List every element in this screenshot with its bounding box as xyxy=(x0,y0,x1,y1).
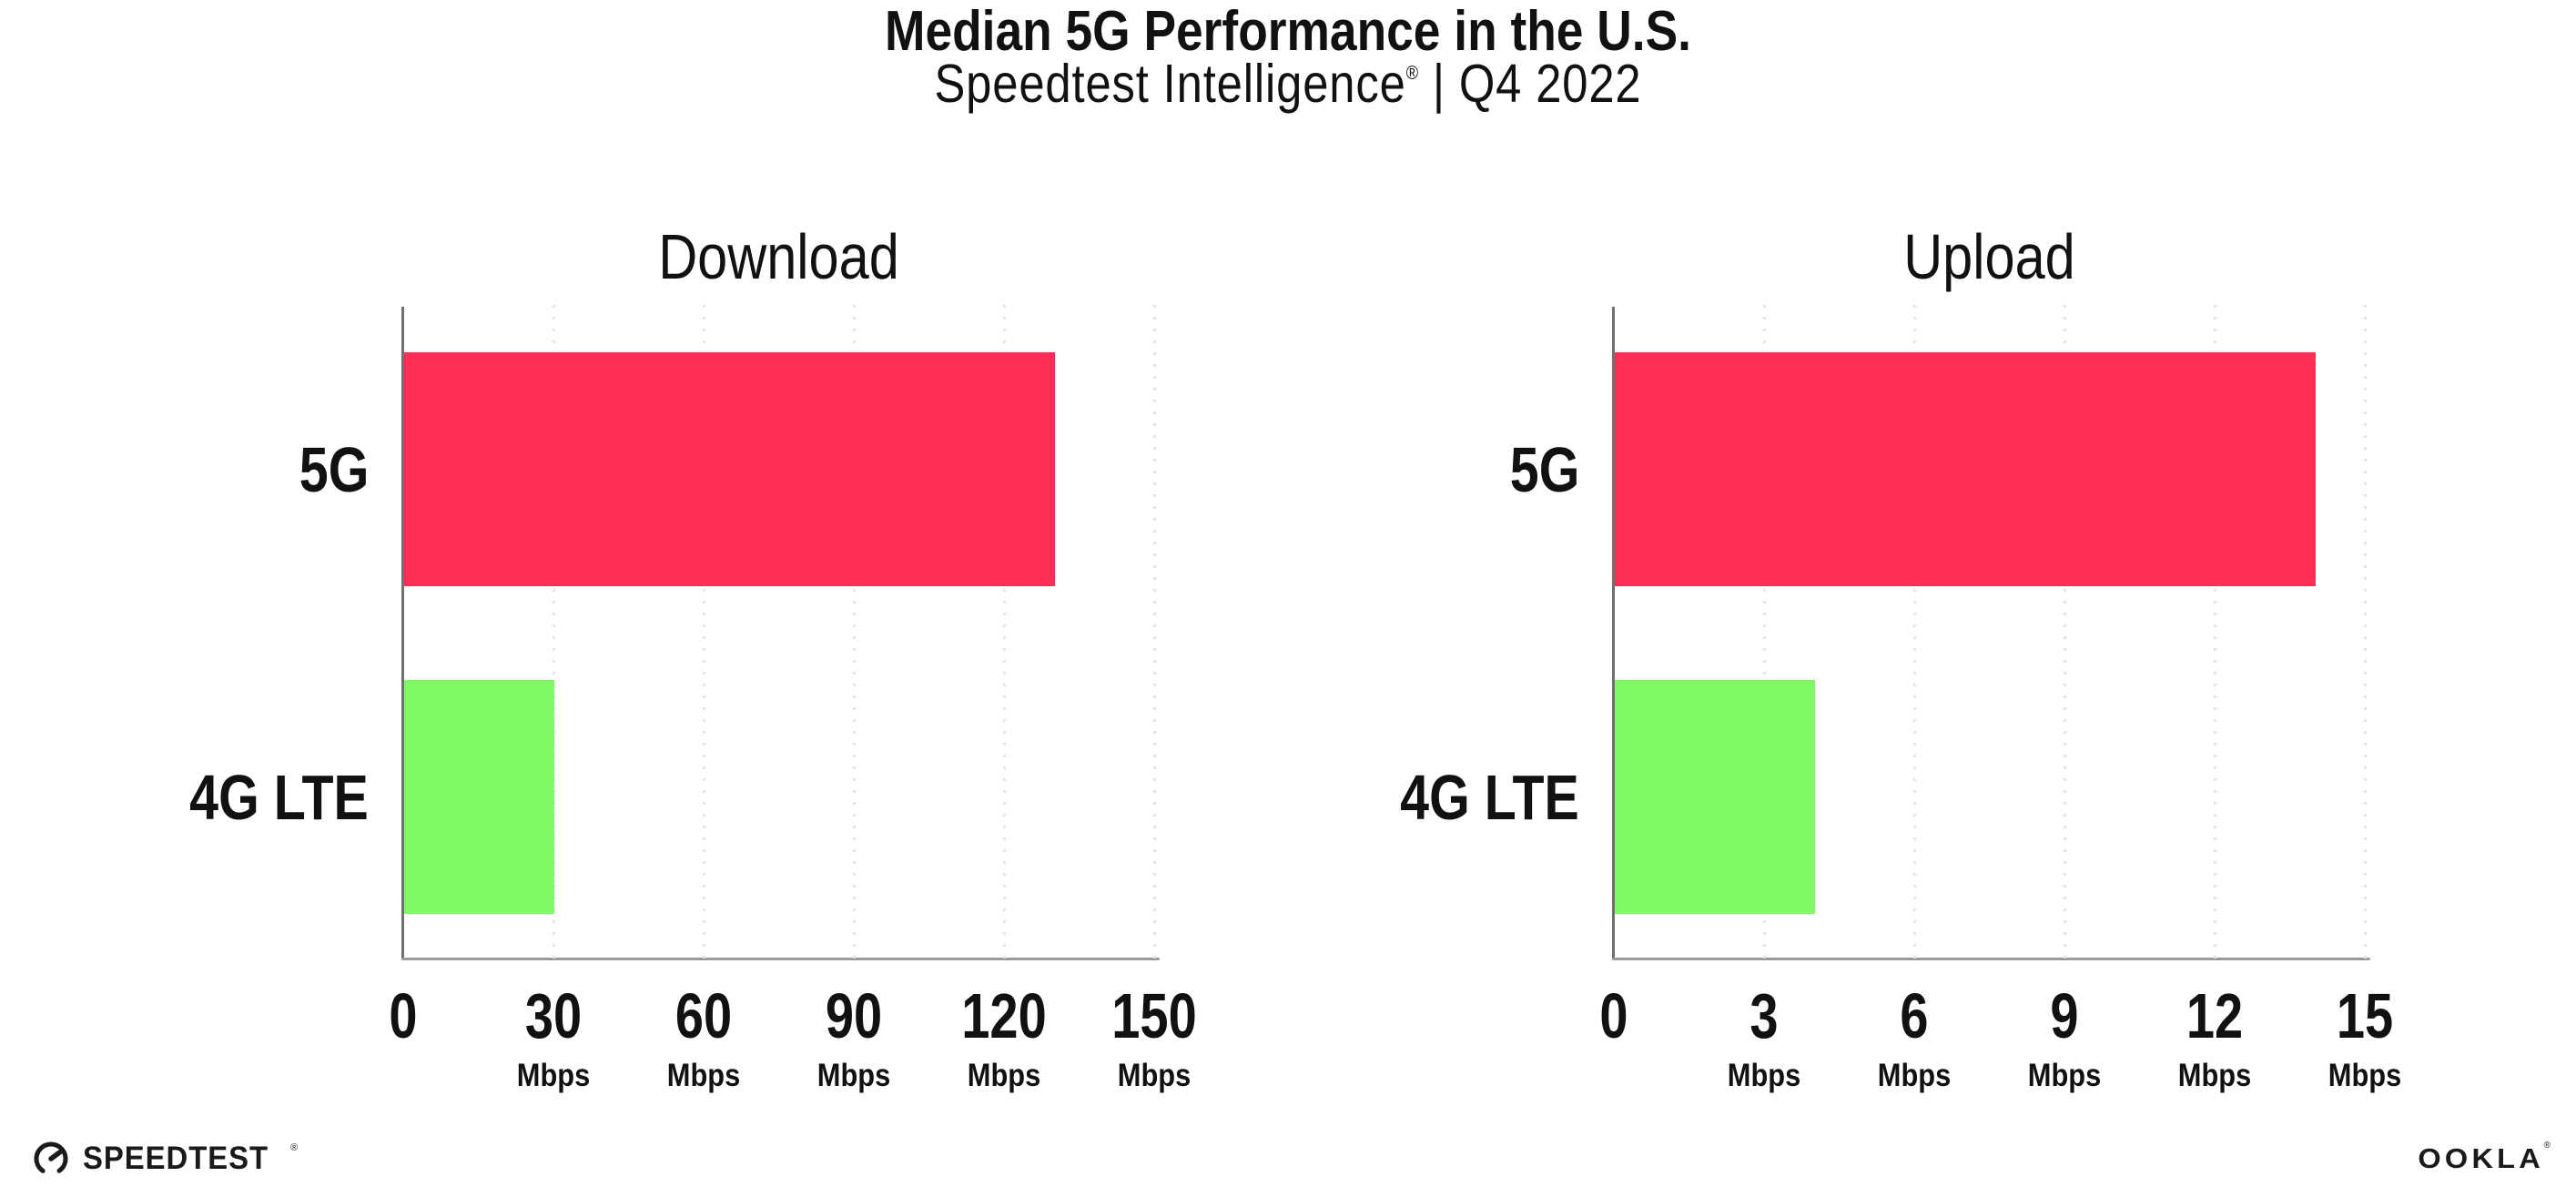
x-tick-value: 0 xyxy=(1599,980,1628,1051)
ookla-logo: OOKLA ® xyxy=(2418,1141,2551,1175)
x-tick-unit: Mbps xyxy=(516,1058,591,1093)
subtitle-period: | Q4 2022 xyxy=(1418,54,1642,114)
x-tick-unit: Mbps xyxy=(967,1058,1041,1093)
x-axis-line xyxy=(401,958,1160,960)
x-tick-unit: Mbps xyxy=(1117,1058,1192,1093)
gridline xyxy=(1763,305,1766,959)
bar-5g xyxy=(404,352,1055,586)
x-tick-150: 150 Mbps xyxy=(1036,984,1273,1091)
gridline xyxy=(2064,305,2066,959)
x-tick-value: 6 xyxy=(1900,980,1929,1051)
gridline xyxy=(1153,305,1156,959)
gridline xyxy=(853,305,856,959)
x-tick-value: 0 xyxy=(389,980,418,1051)
speedtest-wordmark: SPEEDTEST xyxy=(83,1141,269,1176)
gridline xyxy=(703,305,705,959)
x-tick-value: 9 xyxy=(2050,980,2079,1051)
upload-chart-title: Upload xyxy=(1903,221,2075,292)
x-tick-90: 90 Mbps xyxy=(735,984,972,1091)
x-axis-ticks: 0 30 Mbps 60 Mbps 90 Mbps 120 Mbps 150 Mbps xyxy=(389,959,1196,1113)
bar-5g xyxy=(1615,352,2316,586)
gridline xyxy=(1003,305,1006,959)
x-tick-120: 120 Mbps xyxy=(886,984,1122,1091)
category-label-4g-lte: 4G LTE xyxy=(1400,761,1579,833)
bar-4g-lte xyxy=(1615,680,1815,914)
download-chart: Download 0 30 Mbps 60 Mbps 90 Mbps 120 Mbps 150 Mb… xyxy=(189,221,1196,1091)
download-chart-title: Download xyxy=(658,221,899,292)
gridline xyxy=(1913,305,1916,959)
speedtest-registered-mark: ® xyxy=(290,1142,299,1153)
x-axis-ticks: 0 3 Mbps 6 Mbps 9 Mbps 12 Mbps 15 Mbps xyxy=(1599,959,2401,1113)
gridline xyxy=(553,305,555,959)
registered-mark: ® xyxy=(1405,63,1419,85)
x-tick-value: 90 xyxy=(825,980,883,1051)
ookla-wordmark: OOKLA xyxy=(2418,1142,2544,1174)
category-label-4g-lte: 4G LTE xyxy=(189,761,369,833)
x-tick-12: 12 Mbps xyxy=(2096,984,2333,1091)
x-tick-unit: Mbps xyxy=(2027,1058,2102,1093)
upload-chart: Upload 0 3 Mbps 6 Mbps 9 Mbps 12 Mbps 15 Mbps 5G 4G… xyxy=(1400,221,2401,1091)
speedtest-gauge-icon xyxy=(34,1141,68,1176)
x-tick-unit: Mbps xyxy=(2328,1058,2402,1093)
x-tick-value: 150 xyxy=(1111,980,1197,1051)
x-axis-line xyxy=(1612,958,2370,960)
y-axis-line xyxy=(401,307,404,959)
y-axis-line xyxy=(1612,307,1615,959)
x-tick-unit: Mbps xyxy=(2177,1058,2252,1093)
x-tick-unit: Mbps xyxy=(816,1058,891,1093)
x-tick-value: 15 xyxy=(2336,980,2394,1051)
download-plot-area xyxy=(401,305,1160,960)
x-tick-6: 6 Mbps xyxy=(1796,984,2033,1091)
x-tick-60: 60 Mbps xyxy=(585,984,822,1091)
bar-4g-lte xyxy=(404,680,554,914)
category-label-5g: 5G xyxy=(1509,433,1579,505)
x-tick-unit: Mbps xyxy=(1727,1058,1801,1093)
gridline xyxy=(2214,305,2216,959)
speedtest-logo: SPEEDTEST ® xyxy=(31,1139,299,1179)
upload-plot-area xyxy=(1612,305,2370,960)
x-tick-value: 3 xyxy=(1749,980,1779,1051)
page-title: Median 5G Performance in the U.S. xyxy=(885,0,1691,63)
x-tick-value: 30 xyxy=(524,980,583,1051)
x-tick-3: 3 Mbps xyxy=(1646,984,1882,1091)
x-tick-15: 15 Mbps xyxy=(2246,984,2483,1091)
x-tick-9: 9 Mbps xyxy=(1946,984,2183,1091)
gridline xyxy=(2364,305,2367,959)
x-tick-30: 30 Mbps xyxy=(435,984,672,1091)
x-tick-value: 120 xyxy=(961,980,1047,1051)
x-tick-unit: Mbps xyxy=(666,1058,741,1093)
page-subtitle: Speedtest Intelligence® | Q4 2022 xyxy=(180,55,2396,114)
x-tick-value: 12 xyxy=(2186,980,2244,1051)
category-label-5g: 5G xyxy=(299,433,369,505)
ookla-registered-mark: ® xyxy=(2543,1141,2551,1151)
x-tick-0: 0 xyxy=(1496,984,1732,1048)
x-tick-unit: Mbps xyxy=(1877,1058,1952,1093)
x-tick-value: 60 xyxy=(674,980,733,1051)
subtitle-brand: Speedtest Intelligence xyxy=(934,54,1406,114)
x-tick-0: 0 xyxy=(285,984,522,1048)
